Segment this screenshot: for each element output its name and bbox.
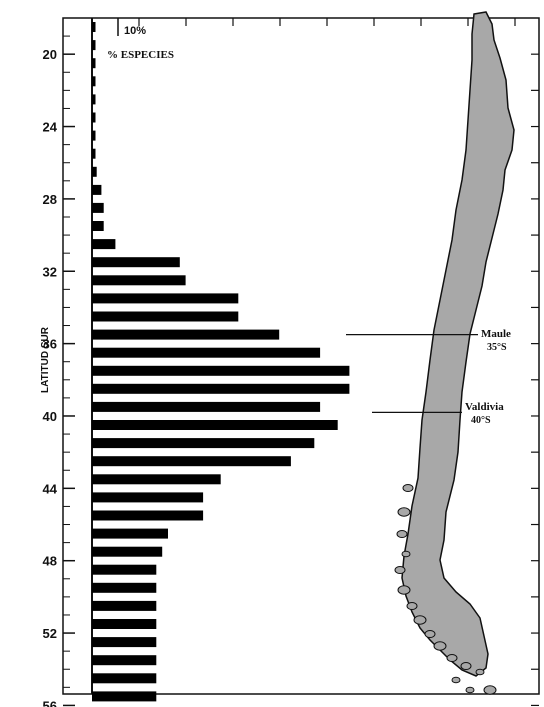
y-axis-label: LATITUD SUR bbox=[40, 326, 51, 393]
bar-lat-4 bbox=[92, 94, 96, 105]
bar-lat-30 bbox=[92, 564, 157, 575]
bar-lat-32 bbox=[92, 600, 157, 611]
island-shape bbox=[475, 668, 485, 676]
bar-lat-5 bbox=[92, 112, 96, 123]
annotation-name-valdivia: Valdivia bbox=[465, 401, 504, 413]
y-tick-label-44: 44 bbox=[43, 481, 58, 496]
left-ticks bbox=[63, 17, 75, 707]
species-bars bbox=[92, 22, 350, 702]
island-shape bbox=[396, 530, 408, 538]
y-tick-label-36: 36 bbox=[43, 337, 57, 352]
bar-lat-36 bbox=[92, 673, 157, 684]
right-ticks bbox=[531, 53, 539, 707]
island-shape bbox=[460, 662, 472, 670]
island-shape bbox=[402, 484, 414, 492]
bar-lat-1 bbox=[92, 40, 96, 51]
bar-lat-25 bbox=[92, 474, 221, 485]
x-axis-label: % ESPECIES bbox=[107, 49, 174, 61]
annotation-name-maule: Maule bbox=[481, 328, 511, 340]
bar-lat-14 bbox=[92, 275, 186, 286]
bar-lat-16 bbox=[92, 311, 239, 322]
chile-map-outline bbox=[401, 11, 515, 677]
bar-lat-9 bbox=[92, 184, 102, 195]
top-ticks bbox=[91, 18, 516, 26]
bar-lat-17 bbox=[92, 329, 280, 340]
bar-lat-31 bbox=[92, 582, 157, 593]
bar-lat-8 bbox=[92, 166, 97, 177]
bar-lat-37 bbox=[92, 691, 157, 702]
island-shape bbox=[397, 507, 411, 517]
island-shape bbox=[394, 566, 406, 574]
island-shape bbox=[483, 685, 497, 695]
annotation-lat-maule: 35°S bbox=[487, 342, 507, 353]
bar-lat-20 bbox=[92, 383, 350, 394]
chile-map bbox=[394, 11, 515, 695]
island-shape bbox=[397, 585, 411, 595]
bar-lat-11 bbox=[92, 221, 104, 231]
bar-lat-22 bbox=[92, 420, 338, 430]
island-shape bbox=[446, 654, 458, 662]
y-tick-label-20: 20 bbox=[43, 47, 57, 62]
latitude-annotations: Maule 35°S Valdivia 40°S bbox=[346, 328, 511, 426]
y-tick-label-40: 40 bbox=[43, 409, 57, 424]
bar-lat-15 bbox=[92, 293, 239, 304]
y-tick-label-56: 56 bbox=[43, 698, 57, 707]
island-shape bbox=[433, 641, 447, 651]
bar-lat-6 bbox=[92, 130, 96, 141]
island-shape bbox=[401, 550, 411, 558]
southern-islands bbox=[394, 484, 497, 695]
bar-lat-19 bbox=[92, 365, 350, 376]
island-shape bbox=[406, 602, 418, 610]
y-tick-label-52: 52 bbox=[43, 626, 57, 641]
bar-lat-12 bbox=[92, 239, 116, 250]
bar-lat-24 bbox=[92, 456, 291, 467]
island-shape bbox=[413, 615, 427, 625]
bar-lat-26 bbox=[92, 492, 204, 503]
y-tick-label-48: 48 bbox=[43, 554, 57, 569]
bar-lat-10 bbox=[92, 202, 104, 213]
annotation-lat-valdivia: 40°S bbox=[471, 415, 491, 426]
island-shape bbox=[465, 686, 475, 694]
bar-lat-21 bbox=[92, 401, 321, 412]
y-tick-label-24: 24 bbox=[43, 120, 58, 135]
y-tick-label-28: 28 bbox=[43, 192, 57, 207]
bar-lat-35 bbox=[92, 655, 157, 666]
bar-lat-27 bbox=[92, 510, 204, 521]
plot-frame bbox=[62, 17, 540, 695]
bar-lat-28 bbox=[92, 528, 168, 539]
bar-lat-13 bbox=[92, 257, 180, 268]
island-shape bbox=[451, 676, 461, 684]
bar-lat-18 bbox=[92, 347, 321, 358]
bar-lat-3 bbox=[92, 76, 96, 87]
y-tick-labels: 20 24 28 32 36 40 44 48 52 56 bbox=[43, 47, 58, 707]
bar-lat-2 bbox=[92, 58, 96, 69]
bar-lat-23 bbox=[92, 438, 315, 449]
island-shape bbox=[424, 630, 436, 638]
bar-lat-33 bbox=[92, 619, 157, 629]
scale-bar-label: 10% bbox=[124, 25, 146, 37]
y-tick-label-32: 32 bbox=[43, 264, 57, 279]
bar-lat-0 bbox=[92, 22, 96, 32]
bar-lat-29 bbox=[92, 546, 163, 557]
bar-lat-7 bbox=[92, 148, 96, 159]
bar-lat-34 bbox=[92, 637, 157, 648]
